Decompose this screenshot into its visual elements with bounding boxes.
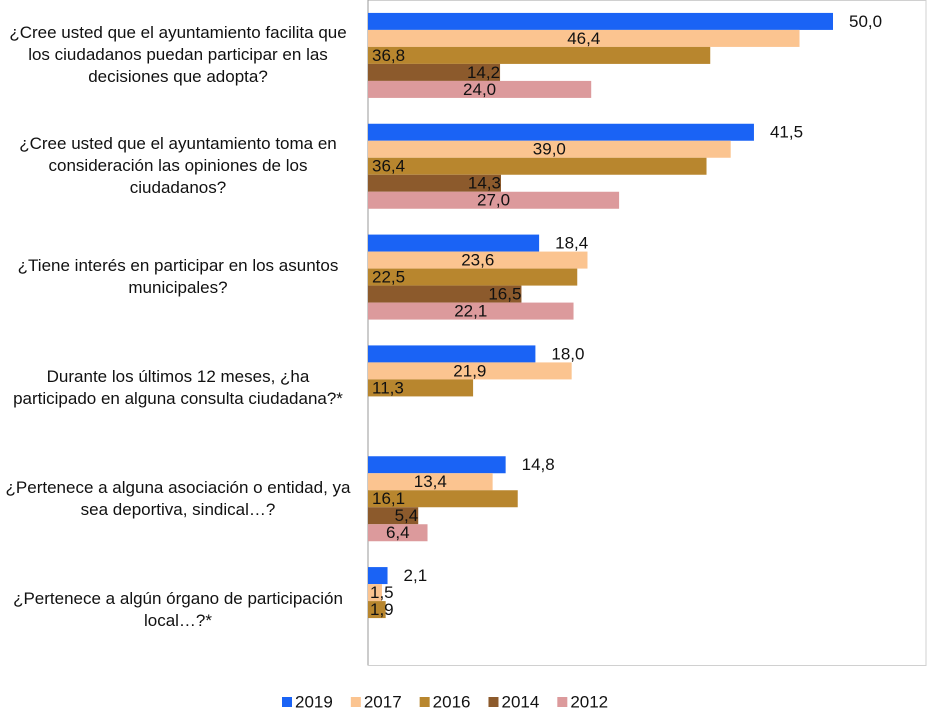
data-label: 1,9	[370, 600, 394, 619]
bar	[368, 234, 540, 252]
data-label: 1,5	[370, 583, 394, 602]
data-label: 13,4	[414, 472, 447, 491]
bar	[368, 584, 382, 602]
data-label: 36,8	[372, 46, 405, 65]
bar	[368, 12, 833, 30]
bar	[368, 174, 501, 192]
data-label: 22,5	[372, 268, 405, 287]
bar	[368, 302, 574, 320]
bar	[368, 46, 711, 64]
legend-label: 2017	[364, 692, 402, 711]
category-label: ¿Cree usted que el ayuntamiento toma en …	[19, 134, 337, 198]
data-label: 22,1	[454, 302, 487, 321]
data-label: 11,3	[372, 378, 404, 397]
bar	[368, 473, 493, 491]
legend-swatch	[488, 697, 499, 707]
data-label: 5,4	[395, 506, 419, 525]
bar	[368, 80, 592, 98]
bar	[368, 362, 572, 380]
bar	[368, 567, 388, 585]
legend-swatch	[282, 697, 292, 707]
bar	[368, 285, 522, 303]
legend-swatch	[419, 697, 430, 707]
data-label: 18,4	[555, 234, 588, 253]
category-label: Durante los últimos 12 meses, ¿ha partic…	[13, 366, 343, 408]
data-label: 6,4	[386, 523, 410, 542]
bar	[368, 601, 386, 619]
data-label: 14,2	[467, 63, 500, 82]
bar	[368, 29, 800, 47]
bar	[368, 345, 536, 363]
data-label: 27,0	[477, 191, 510, 210]
bar	[368, 140, 731, 158]
legend-swatch	[350, 697, 361, 707]
data-label: 46,4	[567, 29, 600, 48]
bar	[368, 157, 707, 175]
data-label: 16,1	[372, 489, 405, 508]
legend-label: 2016	[433, 692, 471, 711]
bar	[368, 524, 428, 542]
bar	[368, 456, 506, 474]
bar	[368, 507, 419, 525]
bar	[368, 379, 474, 397]
data-label: 24,0	[463, 80, 496, 99]
data-label: 41,5	[770, 123, 803, 142]
data-label: 2,1	[404, 566, 428, 585]
bar	[368, 490, 518, 508]
bar	[368, 268, 578, 286]
category-label: ¿Pertenece a alguna asociación o entidad…	[5, 477, 351, 519]
category-label: ¿Pertenece a algún órgano de participaci…	[13, 588, 343, 630]
legend-swatch	[557, 697, 568, 707]
legend-label: 2019	[295, 692, 333, 711]
legend-label: 2012	[570, 692, 608, 711]
data-label: 36,4	[372, 157, 405, 176]
bar	[368, 191, 620, 209]
data-label: 14,3	[468, 174, 501, 193]
bar	[368, 251, 588, 269]
data-label: 23,6	[461, 251, 494, 270]
bar	[368, 63, 501, 81]
category-label: ¿Tiene interés en participar en los asun…	[17, 256, 339, 298]
data-label: 18,0	[551, 344, 584, 363]
data-label: 21,9	[453, 361, 486, 380]
bar	[368, 123, 754, 141]
data-label: 39,0	[533, 140, 566, 159]
data-label: 50,0	[849, 12, 882, 31]
category-label: ¿Cree usted que el ayuntamiento facilita…	[9, 23, 347, 87]
plot-frame	[367, 0, 927, 666]
legend-label: 2014	[501, 692, 539, 711]
data-label: 14,8	[522, 455, 555, 474]
data-label: 16,5	[488, 285, 521, 304]
